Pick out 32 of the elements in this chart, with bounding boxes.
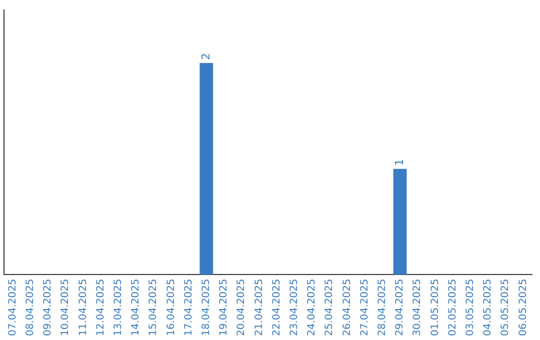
x-tick-label: 26.04.2025 (342, 278, 353, 336)
x-tick-label: 06.05.2025 (518, 278, 529, 336)
x-tick-label: 09.04.2025 (42, 278, 54, 336)
x-tick-label: 03.05.2025 (464, 278, 476, 336)
x-tick-label: 29.04.2025 (394, 278, 406, 336)
data-label: 2 (199, 52, 212, 60)
x-tick-label: 02.05.2025 (447, 278, 458, 336)
x-tick-label: 15.04.2025 (148, 278, 160, 336)
x-tick-label: 11.04.2025 (78, 278, 89, 336)
x-tick-label: 12.04.2025 (95, 278, 106, 336)
x-tick-label: 17.04.2025 (183, 278, 194, 336)
x-tick-label: 24.04.2025 (306, 278, 318, 336)
x-tick-label: 28.04.2025 (376, 278, 388, 336)
x-tick-label: 30.04.2025 (412, 278, 424, 336)
x-tick-label: 08.04.2025 (24, 278, 36, 336)
x-tick-label: 22.04.2025 (271, 278, 282, 336)
x-tick-label: 20.04.2025 (236, 278, 248, 336)
x-tick-label: 14.04.2025 (130, 278, 142, 336)
x-tick-label: 23.04.2025 (288, 278, 300, 336)
x-tick-label: 25.04.2025 (324, 278, 336, 336)
x-tick-label: 21.04.2025 (254, 278, 265, 336)
x-tick-label: 19.04.2025 (218, 278, 230, 336)
x-tick-label: 27.04.2025 (359, 278, 370, 336)
data-label: 1 (392, 158, 406, 166)
x-tick-label: 01.05.2025 (430, 278, 441, 336)
x-tick-label: 13.04.2025 (112, 278, 124, 336)
x-tick-label: 04.05.2025 (482, 278, 494, 336)
x-tick-label: 18.04.2025 (200, 278, 212, 336)
x-tick-label: 07.04.2025 (7, 278, 18, 336)
x-tick-label: 16.04.2025 (166, 278, 177, 336)
x-tick-label: 10.04.2025 (60, 278, 72, 336)
x-tick-label: 05.05.2025 (500, 278, 512, 336)
